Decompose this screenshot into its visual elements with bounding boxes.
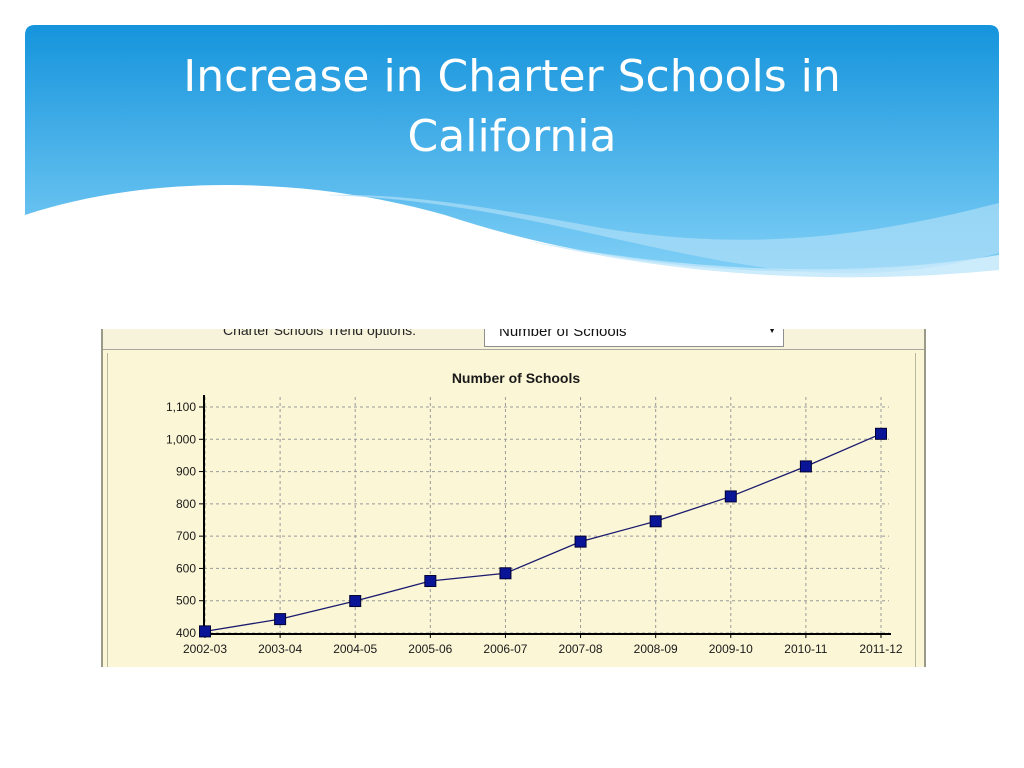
- plot-panel: Number of Schools 400 500 600 700 800 900 1,000…: [107, 353, 916, 667]
- y-tick-label: 900: [176, 465, 196, 479]
- data-point: [875, 427, 887, 440]
- x-tick-label: 2006-07: [483, 642, 527, 656]
- x-tick-label: 2007-08: [559, 642, 603, 656]
- x-tick-label: 2009-10: [709, 642, 753, 656]
- data-point: [349, 595, 362, 608]
- line-chart: Number of Schools 400 500 600 700 800 900 1,000…: [166, 370, 903, 656]
- chevron-down-icon[interactable]: ▼: [767, 329, 777, 336]
- slide-title: Increase in Charter Schools in Californi…: [183, 51, 841, 162]
- data-point: [274, 613, 287, 626]
- chart-title: Number of Schools: [452, 370, 581, 386]
- data-point: [199, 625, 211, 638]
- y-tick-label: 1,100: [166, 400, 196, 414]
- trend-options-bar: Charter Schools Trend options: Number of…: [103, 329, 924, 350]
- x-tick-label: 2008-09: [634, 642, 678, 656]
- y-tick-label: 700: [176, 529, 196, 543]
- data-point: [574, 535, 587, 548]
- data-point: [724, 490, 737, 503]
- data-point: [649, 515, 662, 528]
- x-tick-label: 2004-05: [333, 642, 377, 656]
- y-tick-label: 1,000: [166, 432, 196, 446]
- slide-header: Increase in Charter Schools in Californi…: [25, 25, 999, 285]
- x-tick-label: 2003-04: [258, 642, 302, 656]
- data-point: [499, 567, 512, 580]
- y-tick-label: 500: [176, 594, 196, 608]
- trend-options-label: Charter Schools Trend options:: [223, 329, 416, 338]
- trend-options-selected-value: Number of Schools: [499, 329, 627, 340]
- trend-options-select[interactable]: Number of Schools ▼: [484, 329, 784, 347]
- header-wave-background: [25, 25, 999, 278]
- x-tick-label: 2011-12: [859, 642, 902, 656]
- x-tick-label: 2005-06: [408, 642, 452, 656]
- y-tick-label: 600: [176, 561, 196, 575]
- x-tick-label: 2002-03: [183, 642, 227, 656]
- series-line: [204, 433, 882, 633]
- data-point: [799, 460, 812, 473]
- y-tick-label: 400: [176, 626, 196, 640]
- y-tick-label: 800: [176, 497, 196, 511]
- chart-screenshot: Charter Schools Trend options: Number of…: [101, 329, 926, 667]
- x-tick-label: 2010-11: [784, 642, 827, 656]
- data-point: [424, 575, 437, 588]
